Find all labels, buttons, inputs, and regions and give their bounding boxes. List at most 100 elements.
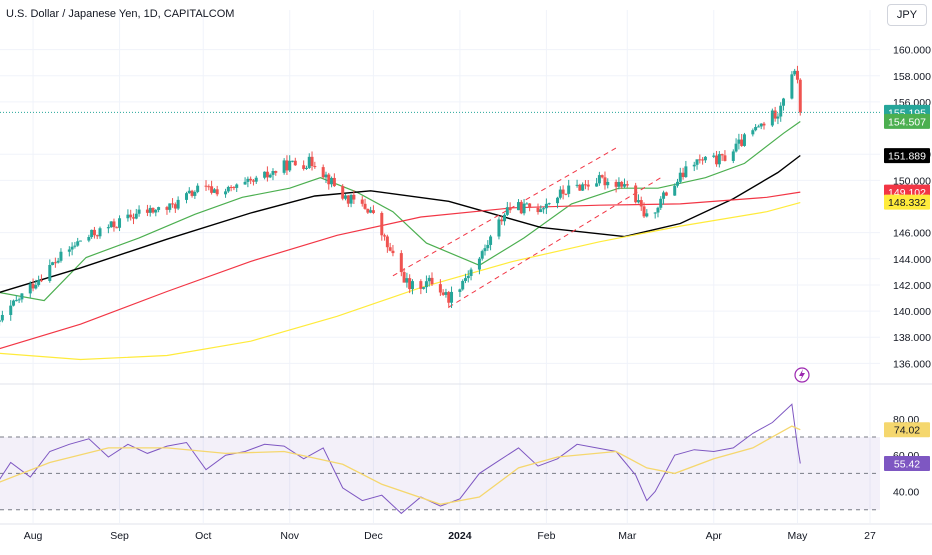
candle [477,256,481,275]
candle [249,176,253,185]
time-tick-label: 27 [864,530,876,542]
price-tick-label: 146.000 [893,228,931,240]
candle-body [477,258,481,270]
candle-body [486,244,490,249]
candle-body [151,207,155,213]
candle [505,201,509,217]
candle [497,217,501,240]
candle-body [542,208,546,210]
candle [469,267,473,281]
candle [145,204,149,217]
candle-body [73,245,77,247]
candle-body [371,210,375,213]
candle-body [226,186,230,192]
candle-body [595,183,599,187]
candle [461,279,465,291]
candle-body [603,177,607,186]
candle-body [684,166,688,178]
candle-body [263,171,267,178]
candle-body [282,160,286,173]
candle [600,174,604,179]
candle-body [48,264,52,281]
candle [544,198,548,215]
candle-body [782,98,786,106]
candle-body [427,277,431,282]
candle [402,268,406,283]
candle-body [87,237,91,241]
rsi-label-74-02: 74.02 [884,422,930,438]
currency-button[interactable]: JPY [887,4,927,26]
price-label-151-889: 151.889 [884,148,930,164]
candle [742,132,746,147]
candle-body [438,284,442,293]
candle [703,156,707,163]
candle [92,226,96,239]
candle-body [759,123,763,127]
candle [795,65,799,84]
moving-average-line-ma-fast [0,121,801,302]
candle [645,209,649,218]
moving-average-layer [0,121,801,361]
candle [243,177,247,185]
candle-body [137,209,141,214]
candle [204,180,208,191]
candle-body [173,204,177,209]
candle-body [586,184,590,187]
candle [466,270,470,283]
candle-body [271,171,275,175]
candle-body [636,200,640,203]
price-label-layer: 155.195154.507151.889149.102148.33274.02… [794,104,930,472]
candle [369,206,373,214]
candle [606,178,610,189]
candle-body [583,184,587,186]
price-label-151-889-text: 151.889 [888,151,926,163]
candle-body [98,228,102,237]
candle [408,274,412,294]
candle-body [385,236,389,248]
candle [567,179,571,198]
candle [106,224,110,234]
candle [424,275,428,294]
candle [776,113,780,125]
candle [226,185,230,193]
candle-body [561,189,565,194]
candle [798,78,802,116]
candle-body [383,235,387,237]
candle [782,97,786,111]
candle-body [622,184,626,187]
candle-body [171,203,175,205]
candle [118,215,122,232]
candle [480,249,484,261]
candle [720,153,724,161]
candle [422,286,426,290]
candle-body [480,251,484,259]
candle [215,185,219,197]
candle-body [184,193,188,200]
candle [148,205,152,217]
candle-body [307,156,311,168]
candle-body [734,143,738,152]
candle-body [614,181,618,187]
candle-body [196,185,200,192]
candle-body [388,247,392,251]
candle-body [324,174,328,178]
candle-body [366,208,370,213]
candle-body [461,280,465,290]
candle [597,171,601,186]
candle-body [126,214,130,219]
lightning-icon-bolt [799,369,805,381]
candle [659,196,663,210]
candle [486,240,490,251]
candle [265,166,269,182]
price-tick-label: 142.000 [893,280,931,292]
rsi-label-74-02-box [884,422,930,438]
candle-body [606,181,610,186]
price-label-154-507-box [884,113,930,129]
candle-body [662,192,666,199]
candle [126,209,130,222]
price-tick-label: 144.000 [893,254,931,266]
candle [293,157,297,166]
candle-body [95,235,99,237]
candle [285,155,289,175]
